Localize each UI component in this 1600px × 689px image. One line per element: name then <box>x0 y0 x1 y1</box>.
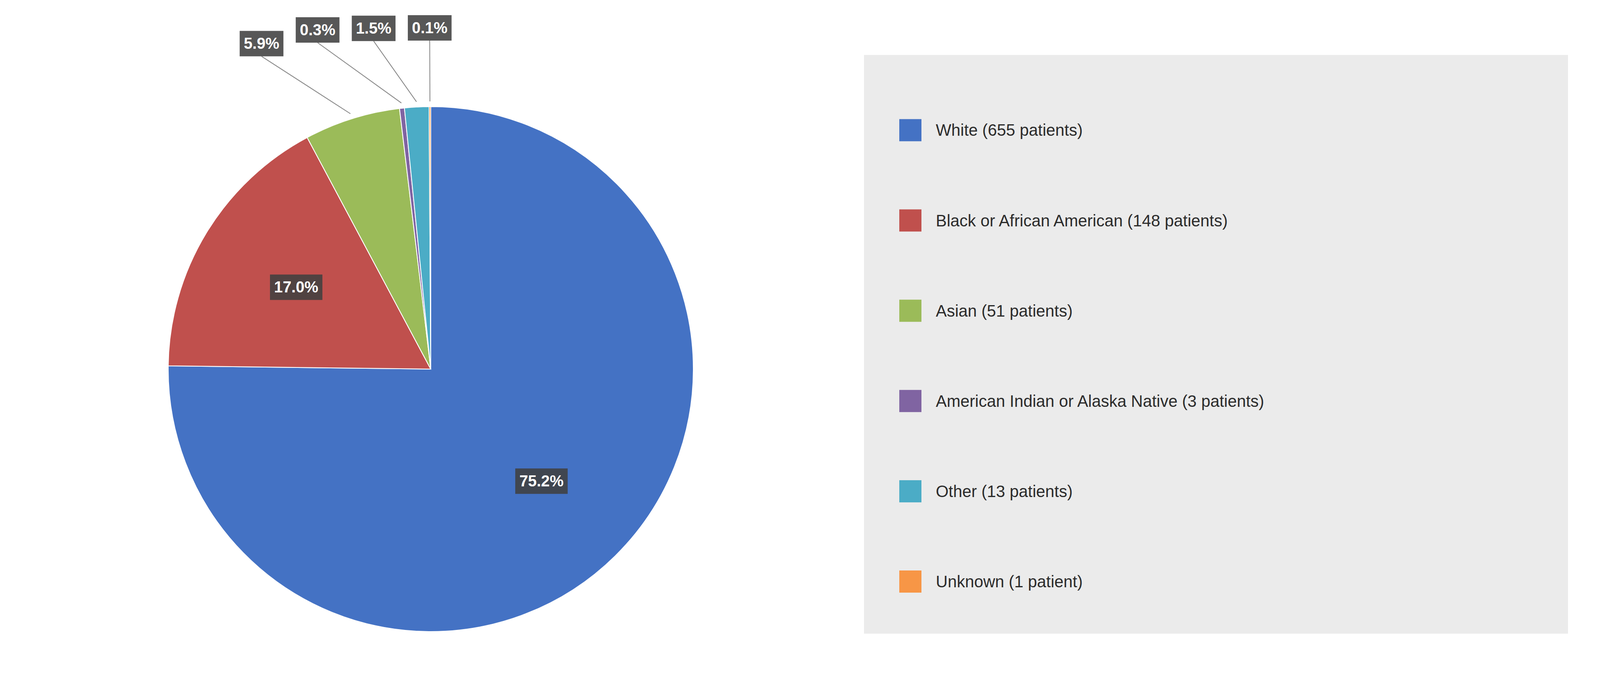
legend-swatch <box>899 209 922 232</box>
data-label-box <box>269 274 323 300</box>
data-label: 5.9% <box>243 34 280 53</box>
pie-slice <box>168 106 694 632</box>
data-label-box <box>351 15 396 42</box>
legend-label: Black or African American (148 patients) <box>935 211 1228 230</box>
pie-slice <box>404 106 431 370</box>
legend-swatch <box>899 570 922 593</box>
data-label-group: 75.2% <box>515 468 568 494</box>
data-label-box <box>239 30 284 57</box>
legend-entry: Unknown (1 patient) <box>899 570 1083 593</box>
legend-swatch <box>899 299 922 323</box>
legend-label: Asian (51 patients) <box>935 301 1073 320</box>
legend-background <box>864 54 1568 634</box>
data-label: 17.0% <box>274 278 319 296</box>
data-labels: 75.2% 17.0% 5.9% 0.3% 1.5% 0.1% <box>239 15 568 494</box>
legend-entry: Black or African American (148 patients) <box>899 209 1228 232</box>
legend-label: American Indian or Alaska Native (3 pati… <box>935 392 1264 411</box>
data-label-box <box>295 17 340 43</box>
leader-lines <box>261 40 430 114</box>
data-label-box <box>407 15 452 41</box>
data-label: 1.5% <box>355 19 392 37</box>
leader-line <box>373 41 417 102</box>
legend-swatch <box>899 118 922 142</box>
data-label-group: 17.0% <box>269 274 323 300</box>
pie: 75.2% 17.0% 5.9% 0.3% 1.5% 0.1% <box>168 15 694 632</box>
legend-entry: Other (13 patients) <box>899 480 1073 503</box>
legend-swatch <box>899 390 922 413</box>
data-label: 0.3% <box>299 21 336 39</box>
legend-label: Unknown (1 patient) <box>935 572 1083 591</box>
chart: 75.2% 17.0% 5.9% 0.3% 1.5% 0.1% White (655 pat… <box>0 0 1600 689</box>
leader-line <box>317 42 402 103</box>
data-label-box <box>515 468 568 494</box>
legend-entry: White (655 patients) <box>899 118 1083 142</box>
leader-line <box>429 40 431 102</box>
data-label: 0.1% <box>411 19 448 37</box>
leader-line <box>261 56 351 114</box>
data-label: 75.2% <box>519 472 564 490</box>
legend-swatch <box>899 480 922 503</box>
legend: White (655 patients) Black or African Ame… <box>864 54 1568 634</box>
data-label-group: 1.5% <box>351 15 396 42</box>
legend-entry: American Indian or Alaska Native (3 pati… <box>899 390 1264 413</box>
data-label-group: 0.3% <box>295 17 340 43</box>
legend-label: Other (13 patients) <box>935 482 1073 501</box>
data-label-group: 0.1% <box>407 15 452 41</box>
data-label-group: 5.9% <box>239 30 284 57</box>
pie-slice <box>429 106 431 370</box>
legend-entry: Asian (51 patients) <box>899 299 1073 323</box>
legend-label: White (655 patients) <box>935 121 1083 140</box>
